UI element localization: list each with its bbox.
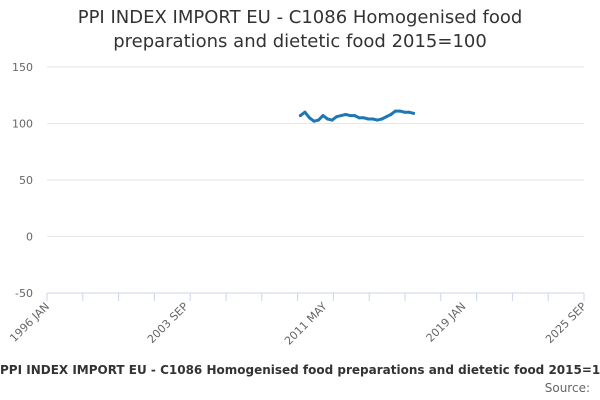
data-point[interactable]: [389, 112, 393, 116]
x-axis: 1996 JAN 2003 SEP 2011 MAY 2019 JAN 2025 SEP: [7, 292, 589, 348]
data-point[interactable]: [353, 114, 357, 118]
y-axis-labels: 150 100 50 0 -50: [12, 61, 33, 300]
data-point[interactable]: [380, 117, 384, 121]
data-point[interactable]: [348, 114, 352, 118]
data-point[interactable]: [344, 112, 348, 116]
data-point[interactable]: [303, 110, 307, 114]
data-point[interactable]: [384, 115, 388, 119]
data-point[interactable]: [317, 118, 321, 122]
data-point[interactable]: [412, 111, 416, 115]
data-point[interactable]: [339, 114, 343, 118]
data-point[interactable]: [312, 119, 316, 123]
data-point[interactable]: [307, 116, 311, 120]
y-tick-label: 150: [12, 61, 33, 74]
data-point[interactable]: [335, 115, 339, 119]
legend-label[interactable]: PPI INDEX IMPORT EU - C1086 Homogenised …: [0, 363, 600, 377]
x-tick-label: 2011 MAY: [282, 300, 330, 348]
y-tick-label: 100: [12, 118, 33, 131]
chart-title-line-2: preparations and dietetic food 2015=100: [113, 31, 487, 52]
data-point[interactable]: [407, 110, 411, 114]
x-tick-label: 2019 JAN: [424, 300, 469, 345]
data-point[interactable]: [393, 109, 397, 113]
data-point[interactable]: [402, 110, 406, 114]
source-credit: Source:: [544, 381, 590, 395]
data-point[interactable]: [321, 114, 325, 118]
x-tick-label: 1996 JAN: [7, 300, 52, 345]
y-tick-label: 0: [26, 231, 33, 244]
data-point[interactable]: [330, 118, 334, 122]
data-point[interactable]: [357, 116, 361, 120]
data-point[interactable]: [398, 109, 402, 113]
grid-lines: [47, 66, 584, 294]
series-group: [298, 109, 416, 123]
chart-title: PPI INDEX IMPORT EU - C1086 Homogenised …: [0, 6, 600, 54]
data-point[interactable]: [326, 117, 330, 121]
data-point[interactable]: [371, 117, 375, 121]
data-point[interactable]: [375, 118, 379, 122]
data-point[interactable]: [362, 116, 366, 120]
x-tick-label: 2025 SEP: [543, 300, 589, 346]
y-tick-label: 50: [19, 174, 33, 187]
data-point[interactable]: [366, 117, 370, 121]
chart-title-line-1: PPI INDEX IMPORT EU - C1086 Homogenised …: [77, 7, 523, 28]
x-tick-label: 2003 SEP: [145, 300, 191, 346]
data-point[interactable]: [298, 114, 302, 118]
y-tick-label: -50: [15, 287, 33, 300]
